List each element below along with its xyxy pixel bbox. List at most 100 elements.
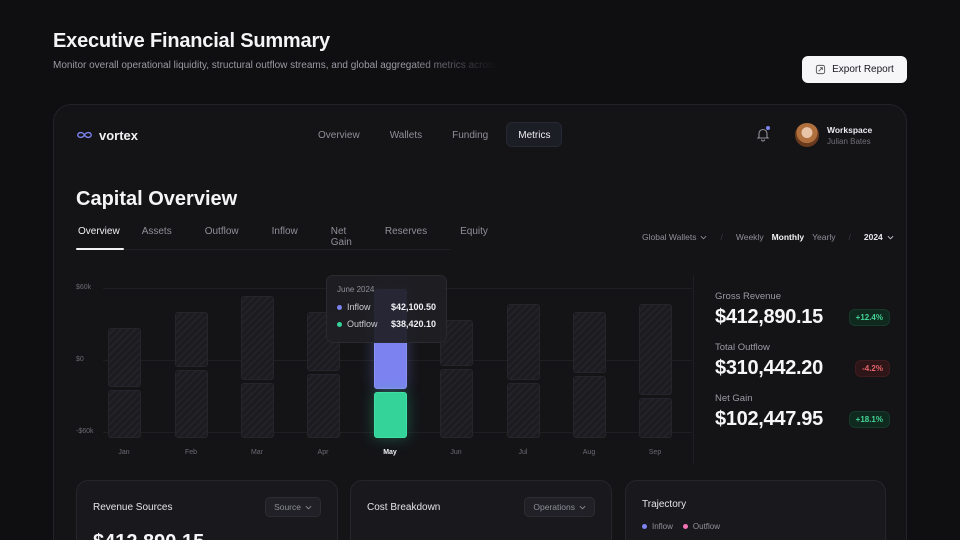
section-title: Capital Overview — [76, 188, 238, 210]
inflow-segment[interactable] — [175, 312, 208, 367]
stat-label: Net Gain — [715, 393, 753, 404]
legend-label: Inflow — [652, 522, 673, 531]
tab-net-gain[interactable]: Net Gain — [330, 226, 352, 248]
nav-overview[interactable]: Overview — [318, 130, 360, 141]
divider: / — [848, 232, 851, 242]
operations-select[interactable]: Operations — [524, 497, 595, 517]
outflow-dot-icon — [337, 321, 342, 327]
tab-outflow[interactable]: Outflow — [204, 226, 239, 237]
user-menu[interactable]: Workspace Julian Bates — [795, 123, 872, 147]
stat-value: $310,442.20 — [715, 357, 823, 379]
x-axis-label: Apr — [317, 449, 329, 456]
outflow-dot-icon — [682, 524, 688, 529]
trajectory-legend: Inflow Outflow — [642, 522, 720, 531]
y-axis-label: -$60k — [76, 428, 94, 435]
outflow-segment[interactable] — [108, 390, 141, 438]
x-axis-label: Feb — [184, 449, 198, 456]
period-monthly[interactable]: Monthly — [771, 232, 805, 242]
inflow-segment[interactable] — [507, 304, 540, 380]
change-badge: +12.4% — [848, 309, 890, 326]
export-report-button[interactable]: Export Report — [802, 56, 907, 83]
tab-overview[interactable]: Overview — [76, 226, 124, 250]
chevron-down-icon — [579, 505, 586, 509]
nav-metrics[interactable]: Metrics — [506, 122, 563, 147]
chevron-down-icon — [305, 505, 312, 509]
workspace-label: Workspace — [827, 124, 873, 135]
outflow-segment[interactable] — [307, 374, 340, 438]
x-axis-label: May — [383, 449, 397, 456]
outflow-segment[interactable] — [175, 370, 208, 438]
page-title: Executive Financial Summary — [53, 30, 330, 52]
dashboard-card: vortex Overview Wallets Funding Metrics … — [53, 104, 907, 540]
outflow-segment[interactable] — [639, 398, 672, 438]
nav-funding[interactable]: Funding — [452, 130, 489, 141]
select-value: Source — [274, 502, 301, 512]
tooltip-label: Inflow — [347, 302, 371, 312]
x-axis-label: Mar — [250, 449, 264, 456]
main-nav: Overview Wallets Funding Metrics — [306, 122, 563, 147]
stat-gross-revenue: Gross Revenue $412,890.15 +12.4% — [715, 291, 890, 329]
tooltip-title: June 2024 — [337, 285, 375, 294]
outflow-segment[interactable] — [440, 369, 473, 438]
overview-tabs: Overview Assets Outflow Inflow Net Gain … — [76, 226, 488, 250]
tab-inflow[interactable]: Inflow — [271, 226, 298, 237]
x-axis-label: Jun — [450, 449, 462, 456]
revenue-total: $412,890.15 — [93, 531, 204, 540]
export-report-label: Export Report — [832, 64, 894, 75]
trajectory-card: Trajectory Inflow Outflow — [625, 480, 886, 540]
stat-value: $102,447.95 — [715, 408, 823, 430]
outflow-segment[interactable] — [573, 376, 606, 438]
stat-label: Gross Revenue — [715, 291, 782, 302]
inflow-dot-icon — [337, 304, 342, 310]
outflow-segment[interactable] — [507, 383, 540, 438]
avatar — [795, 123, 819, 147]
chart-tooltip: June 2024 Inflow $42,100.50 Outflow $38,… — [326, 275, 447, 343]
outflow-segment[interactable] — [241, 383, 274, 438]
infinity-logo-icon — [76, 131, 93, 139]
period-yearly[interactable]: Yearly — [812, 232, 836, 242]
stat-value: $412,890.15 — [715, 306, 823, 328]
page-header: Executive Financial Summary Monitor over… — [53, 30, 498, 73]
stat-total-outflow: Total Outflow $310,442.20 -4.2% — [715, 342, 890, 380]
kpi-stats: Gross Revenue $412,890.15 +12.4% Total O… — [715, 291, 890, 444]
revenue-sources-card: Revenue Sources Source $412,890.15 — [76, 480, 338, 540]
inflow-segment[interactable] — [573, 312, 606, 373]
change-badge: -4.2% — [855, 360, 890, 377]
tooltip-row-inflow: Inflow $42,100.50 — [337, 302, 436, 312]
tab-reserves[interactable]: Reserves — [384, 226, 428, 237]
brand-logo[interactable]: vortex — [76, 128, 138, 143]
year-select[interactable]: 2024 — [864, 232, 894, 242]
tab-equity[interactable]: Equity — [460, 226, 488, 237]
stat-net-gain: Net Gain $102,447.95 +18.1% — [715, 393, 890, 431]
capital-bar-chart: $60k $0 -$60k Jan Feb Mar Apr May Jun Jul Aug Se… — [76, 275, 696, 465]
nav-wallets[interactable]: Wallets — [389, 130, 423, 141]
chart-filters: Global Wallets / Weekly Monthly Yearly /… — [642, 232, 894, 242]
legend-outflow: Outflow — [682, 522, 720, 531]
chart-divider — [693, 275, 694, 465]
divider: / — [720, 232, 723, 242]
outflow-segment[interactable] — [374, 392, 407, 438]
y-axis-label: $60k — [76, 284, 92, 291]
cost-breakdown-card: Cost Breakdown Operations — [350, 480, 612, 540]
wallet-select-value: Global Wallets — [642, 232, 697, 242]
tooltip-label: Outflow — [347, 319, 378, 329]
inflow-segment[interactable] — [241, 296, 274, 380]
change-badge: +18.1% — [848, 411, 890, 428]
inflow-segment[interactable] — [108, 328, 141, 387]
source-select[interactable]: Source — [265, 497, 321, 517]
page-subtitle: Monitor overall operational liquidity, s… — [53, 60, 498, 71]
tab-assets[interactable]: Assets — [141, 226, 172, 237]
card-title: Trajectory — [642, 499, 687, 510]
wallet-select[interactable]: Global Wallets — [642, 232, 707, 242]
x-axis-label: Jan — [118, 449, 130, 456]
period-weekly[interactable]: Weekly — [735, 232, 764, 242]
select-value: Operations — [533, 502, 575, 512]
inflow-segment[interactable] — [639, 304, 672, 395]
user-name: Julian Bates — [827, 136, 871, 146]
x-axis-label: Jul — [518, 449, 528, 456]
stat-label: Total Outflow — [715, 342, 770, 353]
tooltip-value: $38,420.10 — [390, 319, 436, 329]
topbar: vortex Overview Wallets Funding Metrics … — [76, 122, 884, 148]
notifications-button[interactable] — [755, 126, 771, 142]
chevron-down-icon — [887, 235, 894, 239]
